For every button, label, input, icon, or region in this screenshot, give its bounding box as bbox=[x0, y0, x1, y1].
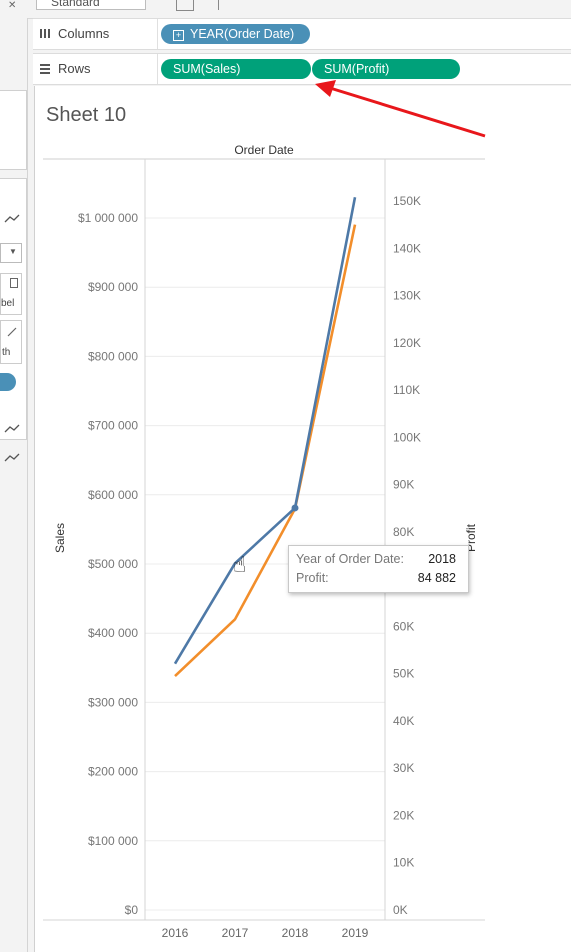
sales-line-icon[interactable] bbox=[4, 424, 20, 434]
tooltip-value-profit: 84 882 bbox=[417, 571, 456, 585]
expand-icon[interactable]: + bbox=[173, 30, 184, 41]
shelf-divider bbox=[157, 54, 158, 84]
y-right-tick-label: 110K bbox=[393, 383, 420, 397]
y-right-tick-label: 140K bbox=[393, 241, 421, 255]
sum-sales-pill[interactable]: SUM(Sales) bbox=[161, 59, 311, 79]
y-left-tick-label: $100 000 bbox=[88, 834, 138, 848]
chevron-down-icon: ▼ bbox=[9, 247, 17, 256]
show-me-icon[interactable] bbox=[176, 0, 194, 11]
columns-pill-label: YEAR(Order Date) bbox=[190, 27, 295, 41]
hovered-point bbox=[291, 504, 299, 512]
hand-cursor-icon: ☝ bbox=[233, 552, 247, 577]
pin-icon[interactable]: ✕ bbox=[8, 0, 17, 11]
y-left-tick-label: $200 000 bbox=[88, 765, 138, 779]
profit-line-icon[interactable] bbox=[4, 453, 20, 463]
tooltip: Year of Order Date: 2018 Profit: 84 882 bbox=[288, 545, 469, 593]
tooltip-key-profit: Profit: bbox=[296, 571, 329, 585]
y-left-tick-label: $400 000 bbox=[88, 626, 138, 640]
x-header-label: Order Date bbox=[234, 143, 294, 157]
x-tick-label: 2018 bbox=[282, 926, 309, 940]
profit-pill-label: SUM(Profit) bbox=[324, 62, 390, 76]
y-left-tick-label: $0 bbox=[125, 903, 139, 917]
y-right-tick-label: 10K bbox=[393, 856, 414, 870]
sales-pill-label: SUM(Sales) bbox=[173, 62, 241, 76]
label-icon bbox=[10, 278, 18, 288]
y-left-tick-label: $900 000 bbox=[88, 280, 138, 294]
x-tick-label: 2017 bbox=[222, 926, 249, 940]
y-right-tick-label: 0K bbox=[393, 903, 408, 917]
y-left-tick-label: $1 000 000 bbox=[78, 211, 138, 225]
x-tick-label: 2019 bbox=[342, 926, 369, 940]
panel-box bbox=[0, 90, 27, 170]
rows-shelf-label: Rows bbox=[39, 61, 91, 76]
y-left-tick-label: $600 000 bbox=[88, 488, 138, 502]
mark-type-dropdown[interactable]: ▼ bbox=[0, 243, 22, 263]
columns-shelf-label: Columns bbox=[39, 26, 109, 41]
path-text: th bbox=[2, 347, 11, 358]
marks-card: ▼ bel th bbox=[0, 18, 28, 952]
standard-dropdown[interactable]: Standard bbox=[36, 0, 146, 10]
sales-line bbox=[173, 196, 357, 665]
y-left-tick-label: $800 000 bbox=[88, 349, 138, 363]
label-text: bel bbox=[1, 298, 15, 309]
toolbar: ✕ Standard bbox=[0, 0, 571, 19]
y-right-tick-label: 120K bbox=[393, 336, 421, 350]
label-mark-button[interactable]: bel bbox=[0, 273, 22, 315]
dual-axis-line-chart: Order Date $0 $100 000 $200 000 $300 000 $400… bbox=[43, 143, 485, 940]
tooltip-value-year: 2018 bbox=[428, 552, 456, 566]
y-right-tick-label: 100K bbox=[393, 430, 421, 444]
y-right-tick-label: 130K bbox=[393, 289, 421, 303]
rows-icon bbox=[40, 64, 50, 74]
columns-shelf[interactable]: Columns + YEAR(Order Date) bbox=[33, 18, 571, 50]
y-right-tick-label: 80K bbox=[393, 525, 414, 539]
measure-pill[interactable] bbox=[0, 373, 16, 391]
path-mark-button[interactable]: th bbox=[0, 320, 22, 364]
y-right-tick-label: 150K bbox=[393, 194, 421, 208]
y-left-tick-label: $300 000 bbox=[88, 695, 138, 709]
y-right-axis-title: Profit bbox=[464, 523, 478, 552]
y-right-tick-label: 90K bbox=[393, 478, 414, 492]
path-icon bbox=[7, 327, 17, 337]
sum-profit-pill[interactable]: SUM(Profit) bbox=[312, 59, 460, 79]
worksheet: Sheet 10 Order Date $0 $100 000 $200 000 $30… bbox=[34, 86, 571, 952]
tooltip-toggle-icon[interactable] bbox=[218, 0, 231, 10]
rows-label: Rows bbox=[58, 61, 91, 76]
y-right-tick-label: 40K bbox=[393, 714, 414, 728]
tooltip-key-year: Year of Order Date: bbox=[296, 552, 404, 566]
y-right-tick-label: 30K bbox=[393, 761, 414, 775]
shelf-divider bbox=[157, 19, 158, 49]
line-mark-icon[interactable] bbox=[4, 214, 20, 224]
y-left-tick-label: $700 000 bbox=[88, 419, 138, 433]
y-right-tick-label: 20K bbox=[393, 808, 414, 822]
y-left-axis-title: Sales bbox=[53, 523, 67, 553]
columns-label: Columns bbox=[58, 26, 110, 41]
sheet-title: Sheet 10 bbox=[46, 104, 127, 126]
profit-line bbox=[174, 224, 357, 677]
shelves: Columns + YEAR(Order Date) Rows SUM(Sales… bbox=[33, 18, 571, 85]
year-order-date-pill[interactable]: + YEAR(Order Date) bbox=[161, 24, 310, 44]
y-left-tick-label: $500 000 bbox=[88, 557, 138, 571]
x-tick-label: 2016 bbox=[162, 926, 189, 940]
y-right-tick-label: 50K bbox=[393, 667, 414, 681]
rows-shelf[interactable]: Rows SUM(Sales) SUM(Profit) bbox=[33, 53, 571, 85]
y-right-tick-label: 60K bbox=[393, 619, 414, 633]
columns-icon bbox=[40, 29, 50, 38]
